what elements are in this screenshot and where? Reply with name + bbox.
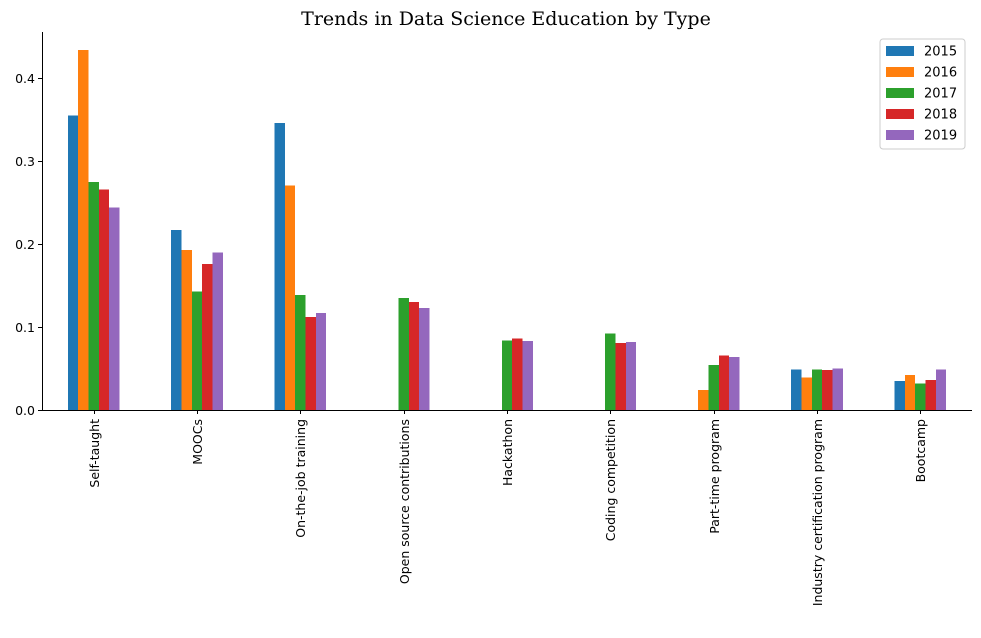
x-axis: Self-taught MOOCs On-the-job training Open …: [87, 410, 928, 606]
bar-2019-3: [419, 308, 430, 410]
bar-2017-2: [295, 294, 306, 410]
bar-2018-3: [408, 302, 420, 410]
legend-frame: [879, 38, 966, 150]
x-tick-label: Industry certification program: [810, 419, 825, 606]
bar-2019-7: [832, 368, 843, 410]
bar-2016-2: [284, 185, 296, 410]
bar-2017-4: [501, 340, 513, 410]
bar-2019-2: [315, 313, 327, 410]
legend: 2015 2016 2017 2018 2019: [879, 38, 966, 150]
bar-2015-2: [274, 123, 285, 411]
legend-label-2018: 2018: [924, 108, 957, 123]
y-tick-label: 0.2: [15, 237, 35, 252]
legend-label-2019: 2019: [924, 129, 957, 144]
bar-2016-1: [181, 250, 192, 410]
x-tick-label: Bootcamp: [913, 419, 928, 482]
bar-2016-7: [801, 377, 812, 410]
legend-label-2015: 2015: [924, 45, 957, 60]
x-tick-label: Open source contributions: [397, 419, 412, 584]
legend-swatch-2016: [886, 67, 914, 77]
bar-2018-5: [615, 342, 626, 410]
bar-2017-1: [191, 291, 203, 410]
bar-2019-5: [625, 342, 637, 410]
bar-2017-3: [398, 298, 409, 410]
bar-2017-6: [708, 365, 719, 410]
x-tick-label: MOOCs: [190, 419, 205, 465]
chart-title: Trends in Data Science Education by Type: [301, 8, 711, 30]
bar-2019-4: [522, 341, 533, 410]
y-tick-label: 0.3: [15, 154, 35, 169]
x-tick-label: Hackathon: [500, 419, 515, 486]
bar-2018-6: [718, 355, 730, 410]
bar-2019-1: [212, 252, 223, 410]
bar-2015-8: [894, 380, 905, 410]
bar-2017-5: [605, 333, 616, 410]
bar-2018-0: [98, 189, 110, 410]
x-tick-label: Coding competition: [603, 419, 618, 541]
bar-2016-0: [78, 50, 89, 410]
bar-2017-8: [915, 383, 926, 410]
bar-2018-1: [202, 264, 213, 410]
bar-2018-8: [925, 380, 936, 410]
legend-swatch-2017: [886, 88, 914, 98]
y-tick-label: 0.1: [15, 320, 35, 335]
bar-2018-4: [512, 338, 523, 410]
legend-label-2016: 2016: [924, 66, 957, 81]
bar-2016-6: [698, 390, 709, 410]
bar-2015-0: [67, 115, 79, 410]
bar-2015-1: [171, 230, 182, 410]
x-tick-label: Self-taught: [87, 419, 102, 488]
legend-label-2017: 2017: [924, 87, 957, 102]
bar-2015-7: [791, 369, 802, 410]
bar-2019-0: [109, 207, 120, 410]
y-tick-label: 0.4: [15, 71, 35, 86]
bar-2016-8: [904, 375, 916, 410]
x-tick-label: Part-time program: [707, 419, 722, 534]
legend-swatch-2015: [886, 46, 914, 56]
bar-2019-8: [935, 369, 947, 410]
legend-swatch-2019: [886, 130, 914, 140]
bars-group: [67, 50, 947, 411]
bar-2018-2: [305, 317, 316, 410]
y-tick-label: 0.0: [15, 403, 35, 418]
bar-2017-0: [88, 182, 99, 410]
bar-2019-6: [729, 356, 740, 410]
bar-2018-7: [822, 370, 833, 410]
x-tick-label: On-the-job training: [293, 419, 308, 538]
legend-swatch-2018: [886, 109, 914, 119]
y-axis: 0.0 0.1 0.2 0.3 0.4: [15, 71, 42, 418]
bar-2017-7: [811, 369, 823, 410]
